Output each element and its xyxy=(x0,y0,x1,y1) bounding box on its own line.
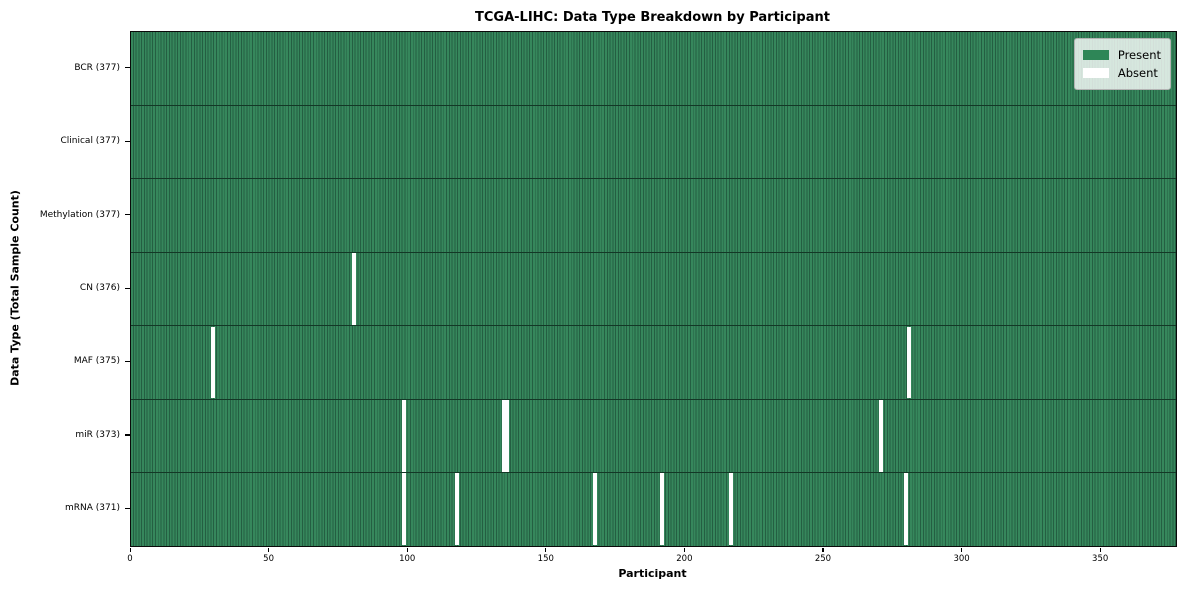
present-swatch-icon xyxy=(1082,50,1109,60)
chart-title: TCGA-LIHC: Data Type Breakdown by Partic… xyxy=(475,10,830,25)
row-divider xyxy=(131,398,1176,400)
xtick-label-0: 0 xyxy=(127,554,133,564)
xtick-label-50: 50 xyxy=(263,554,274,564)
xtick-mark xyxy=(129,548,131,553)
plot-area: Present Absent xyxy=(130,31,1177,547)
xtick-label-200: 200 xyxy=(676,554,693,564)
xtick-mark xyxy=(545,548,547,553)
absent-bar-MAF-280 xyxy=(906,326,911,399)
xtick-mark xyxy=(268,548,270,553)
legend-entry-absent: Absent xyxy=(1082,65,1161,81)
ytick-label-BCR: BCR (377) xyxy=(74,62,120,73)
absent-bar-mRNA-279 xyxy=(903,473,908,546)
row-divider xyxy=(131,104,1176,107)
row-divider xyxy=(131,251,1176,253)
legend-label-absent: Absent xyxy=(1117,66,1158,80)
absent-bar-mRNA-167 xyxy=(593,473,598,546)
ytick-label-mRNA: mRNA (371) xyxy=(65,503,120,514)
ytick-label-Clinical: Clinical (377) xyxy=(60,136,120,147)
ytick-mark xyxy=(125,360,130,363)
xtick-label-300: 300 xyxy=(953,554,970,564)
absent-bar-miR-135 xyxy=(504,399,509,472)
ytick-mark xyxy=(125,140,130,142)
row-divider xyxy=(131,178,1176,180)
ytick-mark xyxy=(125,434,130,436)
absent-bar-mRNA-117 xyxy=(454,473,459,546)
legend: Present Absent xyxy=(1073,38,1171,90)
xtick-mark xyxy=(961,548,963,553)
ytick-mark xyxy=(125,507,130,509)
ytick-mark xyxy=(125,287,130,289)
absent-bar-mRNA-98 xyxy=(402,473,407,546)
ytick-label-miR: miR (373) xyxy=(75,429,120,440)
xtick-mark xyxy=(1099,548,1101,553)
absent-bar-miR-134 xyxy=(501,399,506,472)
row-divider xyxy=(131,471,1176,474)
absent-bar-mRNA-191 xyxy=(659,473,664,546)
xtick-mark xyxy=(406,548,408,553)
xtick-mark xyxy=(822,548,824,553)
absent-bar-miR-98 xyxy=(402,399,407,472)
xtick-label-150: 150 xyxy=(537,554,554,564)
ytick-label-MAF: MAF (375) xyxy=(73,356,120,367)
xtick-label-350: 350 xyxy=(1092,554,1109,564)
legend-entry-present: Present xyxy=(1082,47,1161,63)
absent-bar-miR-270 xyxy=(878,399,883,472)
legend-label-present: Present xyxy=(1117,48,1161,62)
xtick-label-250: 250 xyxy=(814,554,832,564)
ytick-mark xyxy=(125,67,130,69)
absent-bar-MAF-29 xyxy=(210,326,215,399)
row-divider xyxy=(131,325,1176,327)
absent-bar-mRNA-216 xyxy=(729,473,734,546)
ytick-label-CN: CN (376) xyxy=(79,283,120,293)
absent-swatch-icon xyxy=(1082,68,1109,78)
ytick-mark xyxy=(125,214,130,216)
xtick-mark xyxy=(683,548,686,553)
x-axis-label: Participant xyxy=(618,567,687,580)
ytick-label-Methylation: Methylation (377) xyxy=(39,209,120,220)
xtick-label-100: 100 xyxy=(399,554,416,564)
absent-bar-CN-80 xyxy=(352,253,357,325)
